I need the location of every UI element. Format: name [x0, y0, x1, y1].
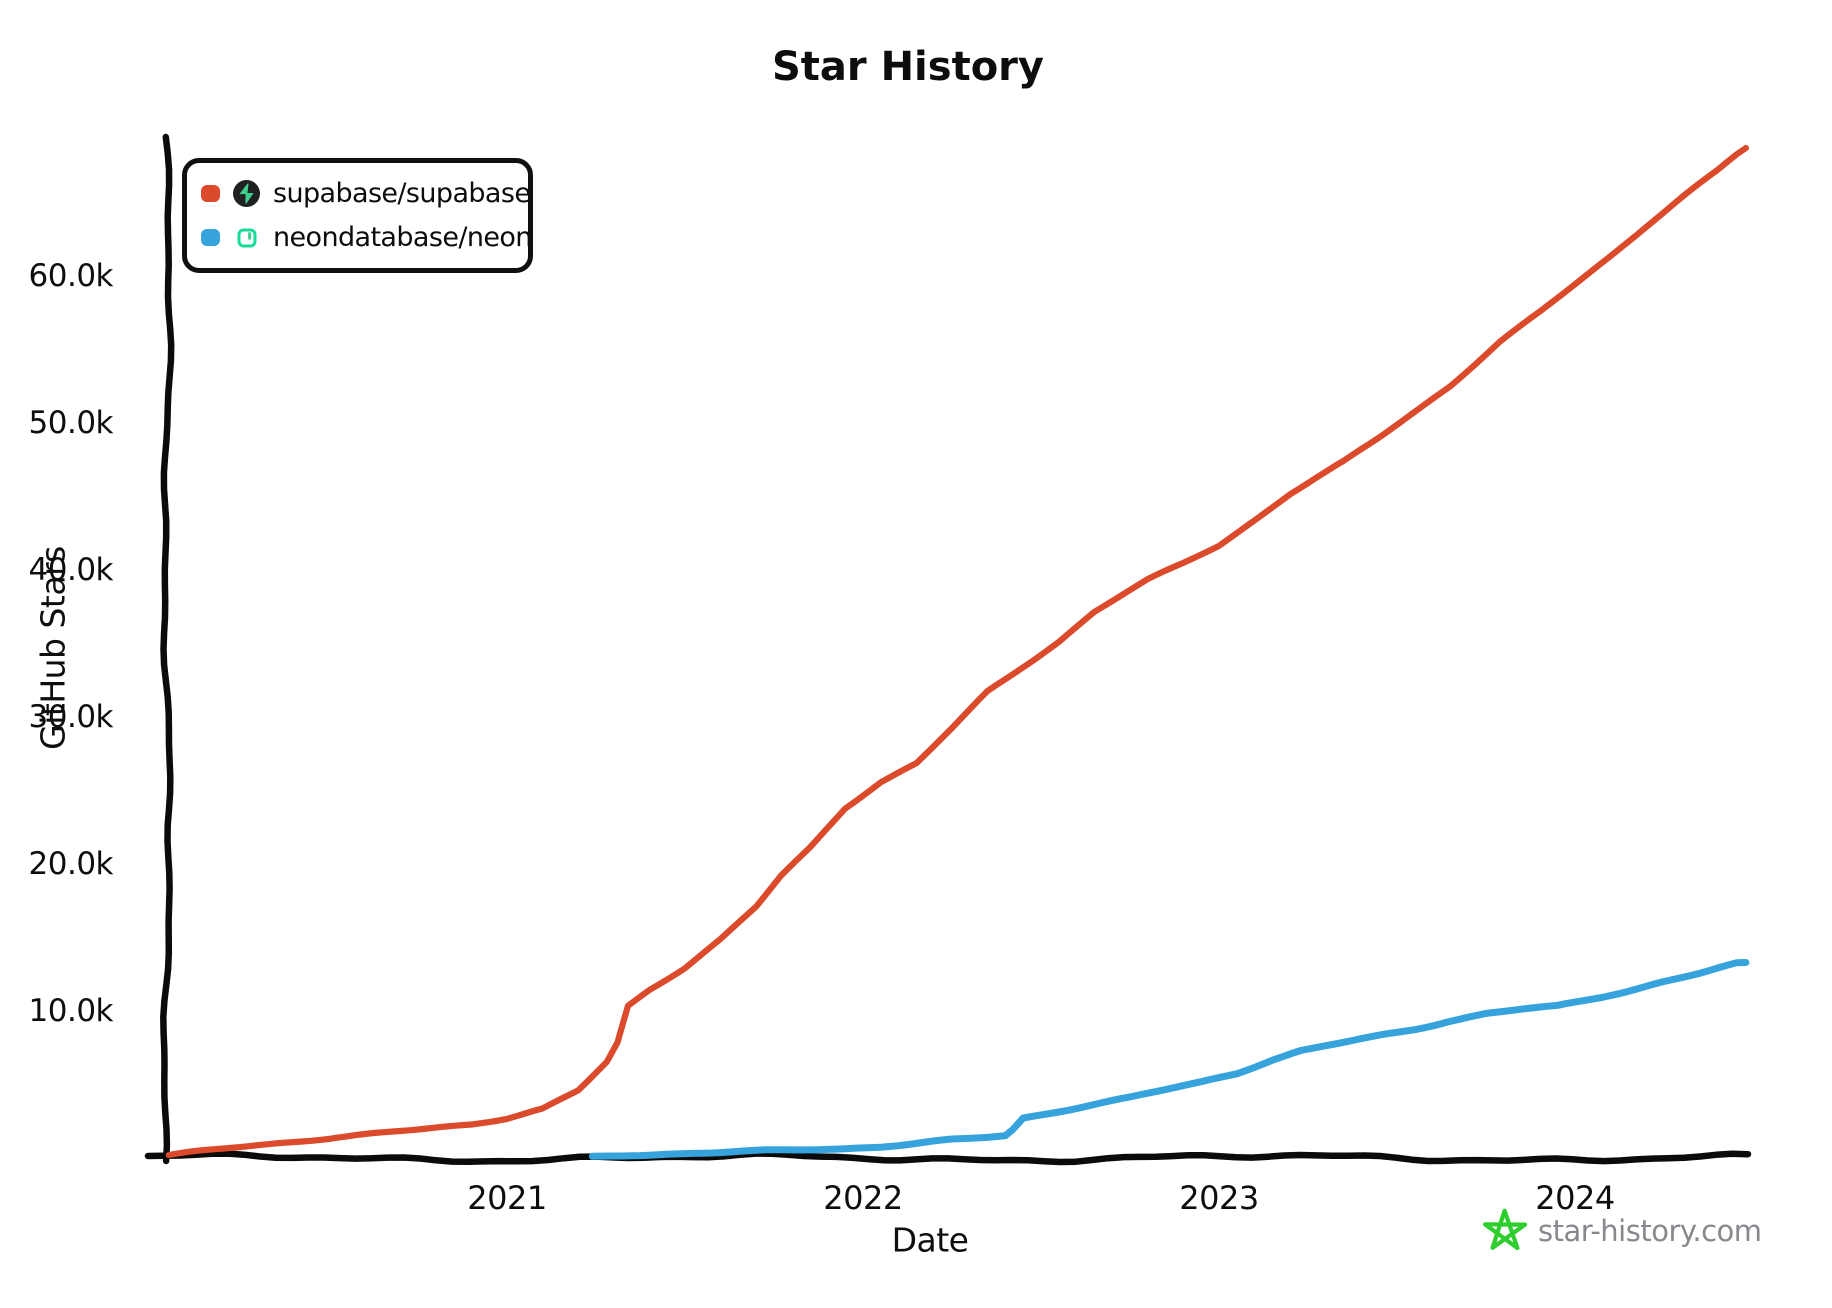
tick-text: 40.0k [28, 551, 114, 588]
chart-title: Star History [772, 44, 1044, 90]
tick-text: 2021 [467, 1179, 547, 1217]
star-logo-icon [1482, 1208, 1528, 1251]
neon-logo-icon [233, 224, 260, 251]
legend: supabase/supabase neondatabase/neon [182, 158, 533, 273]
tick-text: 10.0k [28, 992, 114, 1029]
tick-text: 2023 [1179, 1179, 1259, 1217]
supabase-logo-icon [233, 180, 260, 207]
tick-text: 60.0k [28, 257, 114, 294]
tick-text: 2022 [823, 1179, 903, 1217]
legend-item-supabase: supabase/supabase [201, 178, 531, 209]
legend-item-neon: neondatabase/neon [201, 222, 532, 253]
legend-swatch-blue [201, 229, 220, 246]
brand-text: star-history.com [1538, 1214, 1762, 1248]
legend-label: supabase/supabase [273, 178, 531, 209]
tick-text: 2024 [1535, 1179, 1615, 1217]
series-line-supabase [165, 144, 1749, 1159]
y-axis-line [160, 133, 175, 1165]
legend-swatch-red [201, 185, 220, 202]
series-line-neondatabase [588, 959, 1750, 1160]
brand-footer: star-history.com [1482, 1208, 1762, 1254]
tick-text: 30.0k [28, 698, 114, 735]
legend-label: neondatabase/neon [273, 222, 532, 253]
tick-text: 20.0k [28, 845, 114, 882]
tick-text: 50.0k [28, 404, 114, 441]
x-axis-line [144, 1150, 1752, 1166]
